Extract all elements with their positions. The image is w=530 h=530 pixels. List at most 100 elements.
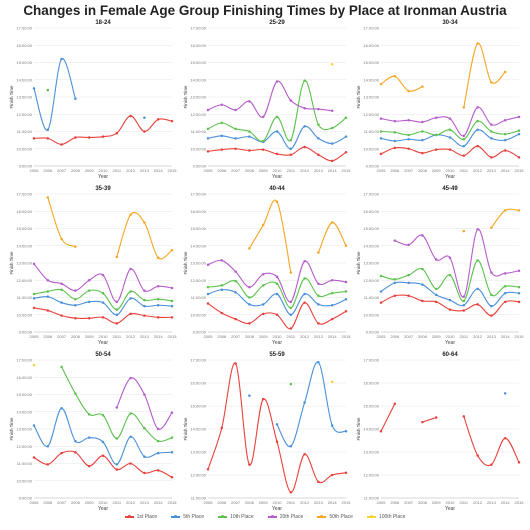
data-point	[115, 308, 119, 311]
small-multiples-grid: 18-24 9:00:00 10:00:00 11:00:00 12:00:00 13:0…	[9, 20, 524, 512]
data-point	[156, 118, 160, 121]
data-point	[156, 256, 160, 260]
series-line	[380, 403, 396, 432]
y-tick-label: 15:00:00	[363, 60, 379, 65]
series-line	[33, 307, 173, 324]
x-tick-label: 2012	[126, 500, 136, 505]
data-point	[234, 317, 237, 321]
data-point	[517, 285, 521, 289]
series-20th-place	[206, 259, 348, 304]
legend-item-1st-place: 1st Place	[124, 514, 158, 520]
x-tick-label: 2012	[126, 334, 136, 339]
data-point	[289, 491, 293, 494]
data-point	[503, 119, 507, 122]
y-tick-label: 11:00:00	[191, 129, 207, 134]
data-point	[490, 123, 493, 126]
y-tick-label: 13:00:00	[16, 427, 32, 432]
x-axis-label: Year	[445, 506, 455, 512]
x-tick-label: 2009	[85, 168, 95, 173]
y-tick-label: 10:00:00	[16, 312, 32, 317]
series-10th-place	[32, 288, 174, 311]
series-5th-place	[503, 392, 507, 395]
data-point	[289, 382, 293, 386]
series-1st-place	[379, 294, 521, 317]
data-point	[379, 117, 383, 120]
data-point	[261, 303, 265, 306]
x-tick-label: 2009	[432, 168, 442, 173]
data-point	[248, 247, 251, 250]
y-tick-label: 15:00:00	[16, 392, 32, 397]
series-50th-place	[46, 196, 174, 260]
data-point	[393, 278, 397, 281]
data-point	[206, 468, 210, 471]
y-tick-label: 10:00:00	[190, 146, 206, 151]
data-point	[32, 292, 36, 296]
series-line	[380, 281, 520, 307]
data-point	[275, 292, 279, 296]
data-point	[434, 416, 438, 419]
data-point	[129, 114, 132, 118]
data-point	[129, 462, 132, 465]
data-point	[101, 301, 105, 304]
data-point	[46, 88, 50, 92]
data-point	[421, 234, 424, 237]
panel-title: 60-64	[442, 352, 458, 358]
x-tick-label: 2009	[259, 168, 269, 173]
data-point	[234, 291, 237, 294]
series-line	[317, 221, 347, 253]
data-point	[275, 440, 279, 443]
data-point	[60, 314, 63, 317]
data-point	[129, 312, 132, 316]
data-point	[330, 317, 334, 321]
data-point	[261, 148, 265, 151]
y-tick-label: 11:00:00	[17, 129, 33, 134]
data-point	[289, 306, 293, 310]
y-tick-label: 13:00:00	[190, 261, 206, 266]
y-tick-label: 17:00:00	[190, 358, 206, 363]
x-tick-label: 2006	[390, 334, 400, 339]
y-tick-label: 14:00:00	[190, 427, 206, 432]
data-point	[101, 440, 105, 444]
y-tick-label: 14:00:00	[363, 427, 379, 432]
y-tick-label: 11:00:00	[364, 295, 380, 300]
data-point	[421, 120, 424, 124]
data-point	[503, 132, 507, 136]
data-point	[248, 322, 251, 325]
x-tick-label: 2007	[404, 500, 414, 505]
data-point	[234, 137, 237, 140]
data-point	[303, 453, 306, 456]
data-point	[74, 451, 77, 454]
data-point	[303, 277, 306, 280]
data-point	[330, 62, 334, 66]
series-100th-place	[32, 363, 36, 367]
x-tick-label: 2013	[314, 500, 324, 505]
data-point	[517, 300, 521, 304]
data-point	[344, 430, 348, 433]
x-tick-label: 2015	[168, 168, 178, 173]
data-point	[289, 300, 293, 304]
x-tick-label: 2011	[286, 168, 295, 173]
data-point	[503, 300, 507, 304]
y-tick-label: 15:00:00	[363, 404, 379, 409]
x-tick-label: 2011	[286, 500, 295, 505]
data-point	[248, 100, 251, 103]
legend-label: 1st Place	[136, 514, 158, 520]
y-tick-label: 11:00:00	[17, 461, 33, 466]
x-tick-label: 2006	[217, 334, 227, 339]
data-point	[490, 463, 493, 466]
series-10th-place	[289, 382, 293, 386]
x-tick-label: 2015	[168, 334, 178, 339]
legend-swatch	[267, 515, 277, 518]
y-tick-label: 16:00:00	[190, 43, 206, 48]
x-tick-label: 2006	[217, 168, 227, 173]
y-tick-label: 15:00:00	[16, 226, 32, 231]
data-point	[379, 274, 383, 278]
data-point	[317, 282, 320, 285]
data-point	[261, 272, 265, 276]
data-point	[462, 154, 466, 157]
data-point	[317, 480, 320, 484]
x-tick-label: 2008	[418, 334, 428, 339]
data-point	[101, 413, 105, 417]
data-point	[74, 245, 77, 248]
data-point	[517, 269, 521, 273]
